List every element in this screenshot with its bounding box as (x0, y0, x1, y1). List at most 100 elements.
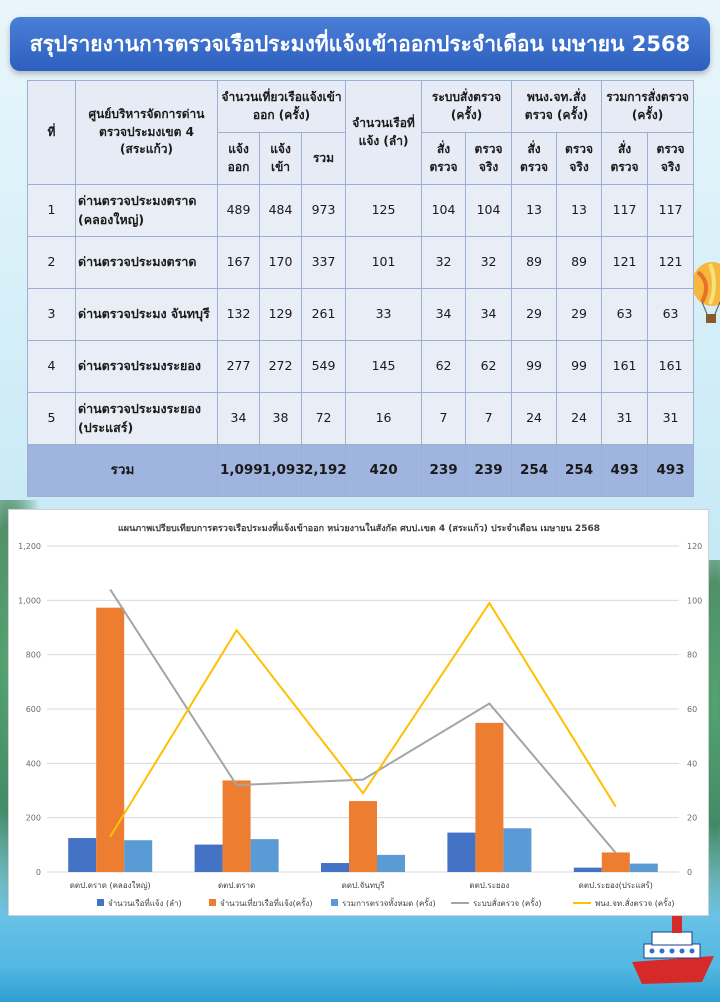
totals-label: รวม (27, 444, 218, 497)
y2-tick-label: 0 (687, 868, 692, 877)
legend-label: ระบบสั่งตรวจ (ครั้ง) (473, 897, 542, 908)
cell-no: 5 (27, 392, 76, 445)
legend-label: รวมการตรวจทั้งหมด (ครั้ง) (342, 897, 436, 908)
cell-no: 3 (27, 288, 76, 341)
bar-2 (503, 828, 532, 872)
y-tick-label: 800 (26, 651, 41, 660)
bar-0 (447, 832, 476, 872)
y2-tick-label: 20 (687, 814, 697, 823)
header-total-actual: ตรวจจริง (647, 132, 695, 185)
header-boats: จำนวนเรือที่แจ้ง (ลำ) (345, 80, 423, 185)
cell-tot-actual: 31 (647, 392, 695, 445)
total-out: 1,099 (217, 444, 263, 497)
legend-swatch (97, 899, 104, 906)
cell-out: 132 (217, 288, 260, 341)
cell-off-order: 89 (511, 236, 558, 289)
x-tick-label: ดตป.จันทบุรี (342, 881, 386, 890)
header-trips-total: รวม (300, 132, 347, 185)
header-no: ที่ (27, 80, 76, 185)
cell-sys-order: 7 (421, 392, 467, 445)
y2-tick-label: 40 (687, 759, 697, 768)
y-tick-label: 1,000 (18, 596, 41, 605)
cell-out: 34 (217, 392, 260, 445)
cell-off-actual: 24 (556, 392, 603, 445)
cell-tot-order: 63 (601, 288, 649, 341)
cell-tot-actual: 117 (647, 184, 695, 237)
line-series-1 (109, 601, 617, 838)
header-center: ศูนย์บริหารจัดการด่านตรวจประมงเขต 4 (สระ… (75, 80, 218, 185)
chart-title: แผนภาพเปรียบเทียบการตรวจเรือประมงที่แจ้ง… (118, 521, 600, 534)
total-tot-order: 493 (601, 444, 649, 497)
header-trips-out: แจ้งออก (217, 132, 260, 185)
cell-boats: 33 (345, 288, 423, 341)
x-tick-label: ดตป.ตราด (คลองใหญ่) (70, 881, 151, 890)
bar-2 (124, 840, 153, 872)
total-off-order: 254 (511, 444, 558, 497)
comparison-chart-svg: แผนภาพเปรียบเทียบการตรวจเรือประมงที่แจ้ง… (18, 521, 702, 908)
cell-off-actual: 13 (556, 184, 603, 237)
cell-in: 170 (259, 236, 302, 289)
x-tick-label: ดตป.ระยอง (469, 881, 509, 890)
cell-boats: 16 (345, 392, 423, 445)
header-system-group: ระบบสั่งตรวจ (ครั้ง) (421, 80, 513, 133)
y2-tick-label: 80 (687, 651, 697, 660)
y-tick-label: 1,200 (18, 542, 41, 551)
header-total-group: รวมการสั่งตรวจ (ครั้ง) (601, 80, 695, 133)
legend-label: จำนวนเที่ยวเรือที่แจ้ง(ครั้ง) (220, 897, 312, 908)
cell-off-order: 24 (511, 392, 558, 445)
cell-no: 4 (27, 340, 76, 393)
bar-1 (96, 607, 125, 872)
cell-off-actual: 99 (556, 340, 603, 393)
legend-label: จำนวนเรือที่แจ้ง (ลำ) (108, 897, 182, 908)
bar-0 (573, 867, 602, 872)
total-sys-actual: 239 (465, 444, 513, 497)
cell-total: 261 (300, 288, 347, 341)
y-tick-label: 0 (36, 868, 41, 877)
cell-name: ด่านตรวจประมงระยอง (ประแสร์) (75, 392, 218, 445)
table-row: 2 ด่านตรวจประมงตราด 167 170 337 101 32 3… (27, 236, 695, 289)
comparison-chart: แผนภาพเปรียบเทียบการตรวจเรือประมงที่แจ้ง… (8, 509, 709, 916)
x-tick-label: ดตป.ตราด (218, 881, 255, 890)
bar-2 (377, 854, 405, 872)
bar-1 (601, 852, 630, 872)
header-system-actual: ตรวจจริง (465, 132, 513, 185)
cell-sys-actual: 32 (465, 236, 513, 289)
cell-off-actual: 29 (556, 288, 603, 341)
cell-out: 277 (217, 340, 260, 393)
legend-swatch (331, 899, 338, 906)
y-tick-label: 400 (26, 759, 41, 768)
table-row: 3 ด่านตรวจประมง จันทบุรี 132 129 261 33 … (27, 288, 695, 341)
cell-total: 973 (300, 184, 347, 237)
y-tick-label: 200 (26, 814, 41, 823)
cell-name: ด่านตรวจประมงตราด (คลองใหญ่) (75, 184, 218, 237)
total-boats: 420 (345, 444, 423, 497)
bar-2 (629, 863, 658, 872)
cell-off-order: 29 (511, 288, 558, 341)
total-off-actual: 254 (556, 444, 603, 497)
header-trips-group: จำนวนเที่ยวเรือแจ้งเข้าออก (ครั้ง) (216, 80, 347, 133)
hot-air-balloon-icon (692, 262, 720, 323)
cell-tot-order: 31 (601, 392, 649, 445)
cell-total: 549 (300, 340, 347, 393)
bar-0 (194, 844, 223, 872)
cell-off-order: 13 (511, 184, 558, 237)
cell-tot-order: 117 (601, 184, 649, 237)
bar-1 (349, 801, 377, 872)
cell-sys-order: 34 (421, 288, 467, 341)
page-title-bar: สรุปรายงานการตรวจเรือประมงที่แจ้งเข้าออก… (10, 17, 710, 71)
cell-out: 167 (217, 236, 260, 289)
cell-tot-actual: 63 (647, 288, 695, 341)
cell-tot-actual: 121 (647, 236, 695, 289)
cell-sys-actual: 7 (465, 392, 513, 445)
total-tot-actual: 493 (647, 444, 695, 497)
legend-label: พนง.จท.สั่งตรวจ (ครั้ง) (595, 897, 675, 908)
y2-tick-label: 120 (687, 542, 702, 551)
cell-boats: 101 (345, 236, 423, 289)
cell-total: 72 (300, 392, 347, 445)
cell-off-actual: 89 (556, 236, 603, 289)
cell-out: 489 (217, 184, 260, 237)
cell-tot-actual: 161 (647, 340, 695, 393)
cell-name: ด่านตรวจประมงระยอง (75, 340, 218, 393)
header-officer-group: พนง.จท.สั่งตรวจ (ครั้ง) (511, 80, 603, 133)
bar-1 (475, 722, 504, 872)
